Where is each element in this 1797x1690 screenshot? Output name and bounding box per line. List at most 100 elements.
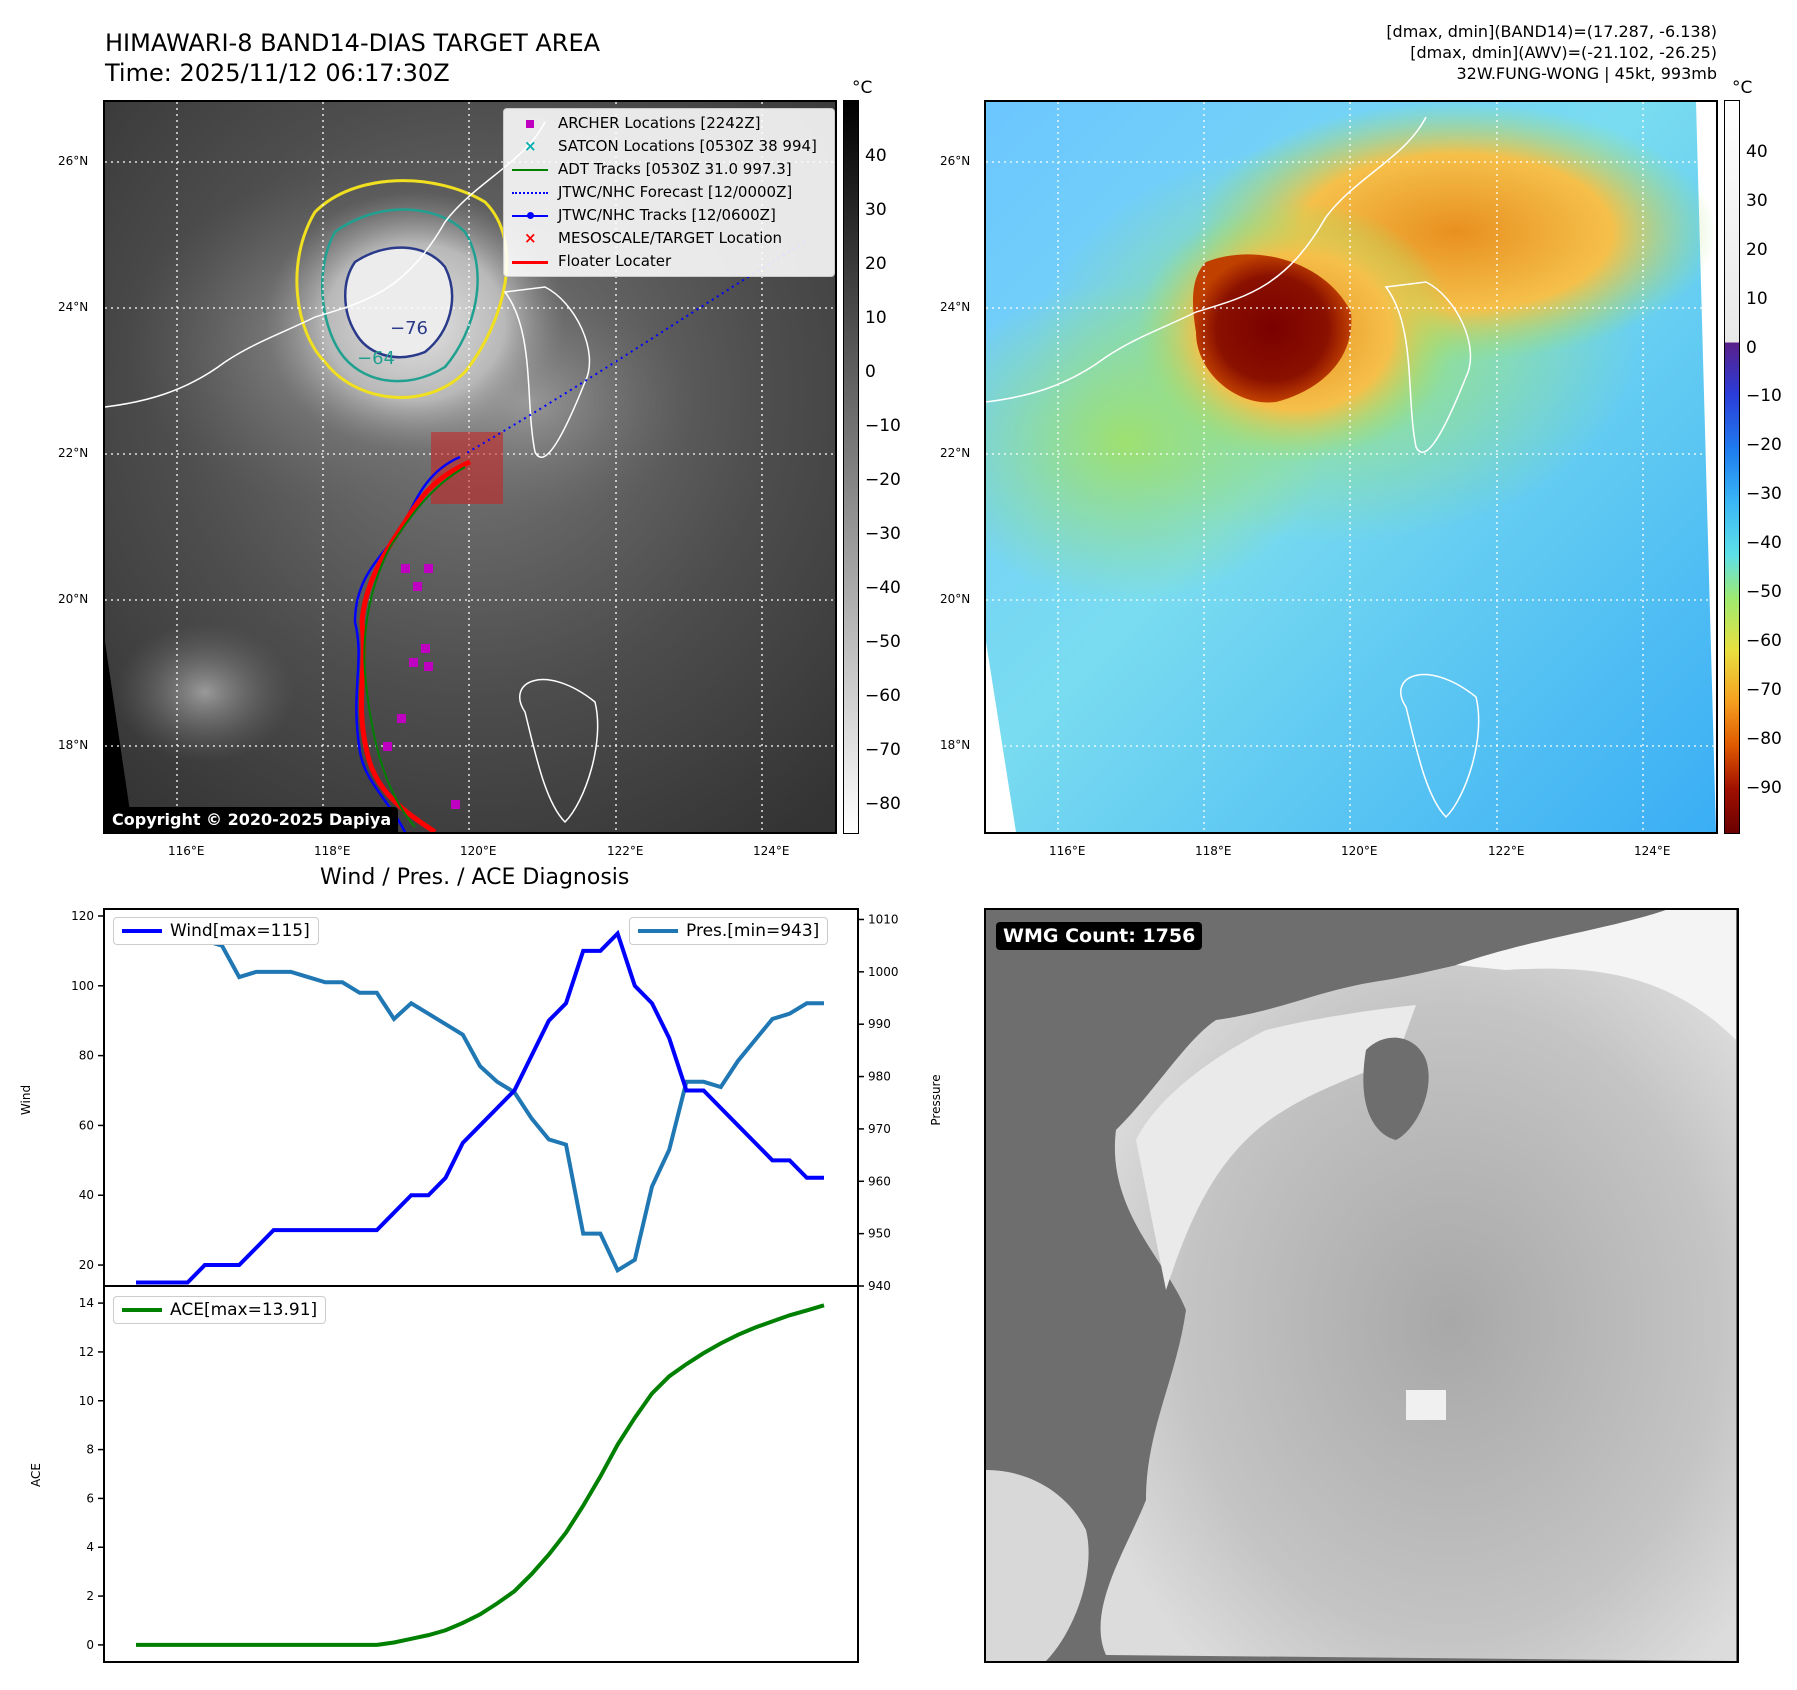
adt-track xyxy=(363,466,466,828)
stats-band14: [dmax, dmin](BAND14)=(17.287, -6.138) xyxy=(1386,22,1717,41)
archer-points xyxy=(383,564,460,809)
wmg-bright-band xyxy=(1136,1005,1416,1290)
contour-label-64: −64 xyxy=(357,348,395,369)
contour-navy xyxy=(344,246,454,359)
ace-tick-label: 10 xyxy=(79,1394,94,1408)
ir-lat-label: 20°N xyxy=(58,592,89,606)
storm-info: 32W.FUNG-WONG | 45kt, 993mb xyxy=(1456,64,1717,83)
awv-core xyxy=(1193,254,1352,403)
legend-floater-marker xyxy=(512,255,548,269)
ace-tick-label: 8 xyxy=(86,1443,94,1457)
ir-cb-tick: −50 xyxy=(865,632,901,652)
stats-awv: [dmax, dmin](AWV)=(-21.102, -26.25) xyxy=(1410,43,1717,62)
awv-lon-label: 120°E xyxy=(1341,844,1378,858)
ir-lat-label: 24°N xyxy=(58,300,89,314)
ace-axis-label: ACE xyxy=(29,1463,43,1487)
ace-tick-label: 6 xyxy=(86,1491,94,1505)
pressure-tick-label: 1000 xyxy=(868,965,899,979)
ace-tick-label: 14 xyxy=(79,1296,94,1310)
wind-tick-label: 60 xyxy=(79,1118,94,1132)
ace-tick-label: 12 xyxy=(79,1345,94,1359)
pressure-tick-label: 940 xyxy=(868,1279,891,1293)
legend-jtwc-tracks-label: JTWC/NHC Tracks [12/0600Z] xyxy=(558,206,776,224)
awv-lon-label: 124°E xyxy=(1634,844,1671,858)
awv-cb-tick: 20 xyxy=(1746,240,1768,260)
wmg-cloud-shield xyxy=(1100,910,1736,1661)
figure-time: Time: 2025/11/12 06:17:30Z xyxy=(105,59,450,87)
awv-lat-label: 26°N xyxy=(940,154,971,168)
awv-cb-tick: −90 xyxy=(1746,778,1782,798)
awv-cb-tick: −70 xyxy=(1746,680,1782,700)
wind-tick-label: 20 xyxy=(79,1258,94,1272)
awv-lat-label: 18°N xyxy=(940,738,971,752)
legend-archer-marker xyxy=(512,117,548,131)
coastline-china xyxy=(105,316,316,408)
awv-colorbar xyxy=(1724,100,1740,834)
awv-lat-label: 20°N xyxy=(940,592,971,606)
awv-cb-tick: −80 xyxy=(1746,729,1782,749)
wmg-count-badge: WMG Count: 1756 xyxy=(996,922,1203,950)
awv-coastline-china xyxy=(986,311,1197,403)
ir-lat-label: 22°N xyxy=(58,446,89,460)
ace-legend: ACE[max=13.91] xyxy=(113,1296,327,1324)
coastline-luzon xyxy=(519,678,599,824)
awv-map xyxy=(986,102,1716,832)
ir-lat-label: 18°N xyxy=(58,738,89,752)
legend-adt: ADT Tracks [0530Z 31.0 997.3] xyxy=(512,158,826,181)
wmg-warm-pocket xyxy=(1363,1037,1429,1140)
ir-cb-tick: −60 xyxy=(865,686,901,706)
legend-satcon: × SATCON Locations [0530Z 38 994] xyxy=(512,135,826,158)
contour-yellow xyxy=(295,179,509,399)
ir-colorbar-unit: °C xyxy=(852,78,873,98)
awv-coastline-taiwan xyxy=(1384,281,1472,454)
awv-lat-label: 24°N xyxy=(940,300,971,314)
ir-lon-label: 124°E xyxy=(753,844,790,858)
ir-cb-tick: −20 xyxy=(865,470,901,490)
figure-title: HIMAWARI-8 BAND14-DIAS TARGET AREA xyxy=(105,29,601,57)
legend-jtwc-forecast-label: JTWC/NHC Forecast [12/0000Z] xyxy=(558,183,793,201)
wind-legend-label: Wind[max=115] xyxy=(170,921,310,941)
pressure-legend-swatch xyxy=(638,929,678,933)
ir-cb-tick: −30 xyxy=(865,524,901,544)
awv-cb-tick: −40 xyxy=(1746,533,1782,553)
ir-lat-label: 26°N xyxy=(58,154,89,168)
ir-map-panel: −76 −64 xyxy=(103,100,837,834)
awv-cb-tick: 40 xyxy=(1746,142,1768,162)
legend-jtwc-forecast-marker xyxy=(512,186,548,200)
floater-track xyxy=(358,459,471,832)
legend-jtwc-tracks-marker xyxy=(512,209,548,223)
wind-ticks: 120 100 80 60 40 20 xyxy=(71,909,104,1272)
ir-cb-tick: −70 xyxy=(865,740,901,760)
awv-lon-label: 116°E xyxy=(1049,844,1086,858)
legend-adt-label: ADT Tracks [0530Z 31.0 997.3] xyxy=(558,160,792,178)
ace-tick-label: 2 xyxy=(86,1589,94,1603)
wind-legend-swatch xyxy=(122,929,162,933)
ir-cb-tick: 30 xyxy=(865,200,887,220)
ir-lon-label: 120°E xyxy=(460,844,497,858)
legend-floater-label: Floater Locater xyxy=(558,252,672,270)
ir-cb-tick: 20 xyxy=(865,254,887,274)
wmg-bright-cell xyxy=(1406,1390,1446,1420)
awv-cb-tick: 30 xyxy=(1746,191,1768,211)
pressure-tick-label: 960 xyxy=(868,1174,891,1188)
legend-satcon-label: SATCON Locations [0530Z 38 994] xyxy=(558,137,817,155)
ir-cb-tick: −10 xyxy=(865,416,901,436)
ace-tick-label: 0 xyxy=(86,1638,94,1652)
pressure-tick-label: 950 xyxy=(868,1227,891,1241)
awv-coastline-fujian xyxy=(1195,116,1427,313)
wind-tick-label: 100 xyxy=(71,979,94,993)
pressure-tick-label: 990 xyxy=(868,1017,891,1031)
jtwc-forecast-track xyxy=(464,241,806,455)
copyright-badge: Copyright © 2020-2025 Dapiya xyxy=(105,807,399,832)
legend-mesoscale: × MESOSCALE/TARGET Location xyxy=(512,227,826,250)
ace-tick-label: 4 xyxy=(86,1540,94,1554)
awv-lat-label: 22°N xyxy=(940,446,971,460)
ir-cb-tick: 0 xyxy=(865,362,876,382)
awv-cb-tick: −20 xyxy=(1746,435,1782,455)
awv-colorbar-unit: °C xyxy=(1732,78,1753,98)
awv-lon-label: 122°E xyxy=(1488,844,1525,858)
legend-adt-marker xyxy=(512,163,548,177)
ace-legend-swatch xyxy=(122,1308,162,1312)
wmg-image xyxy=(986,910,1736,1661)
